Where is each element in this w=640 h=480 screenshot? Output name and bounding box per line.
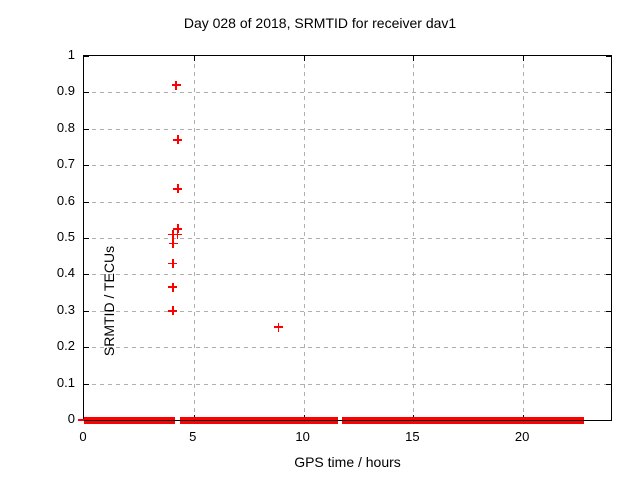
data-point-marker [168,229,178,239]
marker-vertical-stroke [172,229,174,239]
y-tick-mark [606,347,611,349]
y-tick-mark [84,201,89,203]
x-tick-mark [413,56,415,61]
data-point-marker [173,224,183,234]
y-tick-mark [606,274,611,276]
y-tick-mark [84,310,89,312]
y-tick-label: 0.4 [56,265,75,281]
x-tick-mark [303,56,305,61]
x-axis-label: GPS time / hours [294,454,401,470]
v-gridline [193,56,195,420]
marker-vertical-stroke [177,135,179,145]
data-point-marker [168,306,178,316]
marker-vertical-stroke [176,184,179,194]
v-gridline [303,56,305,420]
h-gridline [84,383,611,385]
data-point-marker [173,184,183,194]
marker-vertical-stroke [172,306,174,316]
y-tick-mark [84,165,89,167]
y-tick-label: 0.3 [56,301,75,317]
data-point-marker [173,135,183,145]
y-tick-mark [84,383,89,385]
x-tick-label: 0 [79,429,87,444]
marker-vertical-stroke [172,258,174,268]
y-tick-label: 1 [67,47,75,62]
x-tick-label: 20 [514,429,530,444]
x-tick-label: 10 [295,429,310,444]
h-gridline [84,92,611,94]
zero-value-band-overhang [78,419,84,421]
y-tick-mark [606,128,611,130]
y-tick-mark [606,201,611,203]
data-point-marker [168,282,178,292]
data-point-marker [168,238,178,248]
y-tick-mark [606,165,611,167]
y-tick-label: 0.7 [56,156,75,172]
h-gridline [84,274,611,276]
y-tick-label: 0.5 [56,229,75,244]
chart-title: Day 028 of 2018, SRMTID for receiver dav… [183,15,457,31]
y-tick-mark [84,128,89,130]
h-gridline [84,128,611,130]
y-tick-label: 0.2 [56,338,75,354]
y-tick-mark [606,56,611,57]
v-gridline [523,56,525,420]
y-axis-label: SRMTID / TECUs [101,245,117,357]
x-tick-label: 5 [189,429,197,444]
y-tick-label: 0.9 [56,83,75,99]
marker-vertical-stroke [177,224,179,234]
x-tick-label: 15 [405,429,420,444]
x-tick-mark [523,56,525,61]
data-point-marker [173,229,183,239]
y-tick-mark [84,92,89,94]
h-gridline [84,201,611,203]
v-gridline [413,56,415,420]
y-tick-mark [606,92,611,94]
marker-vertical-stroke [175,80,177,90]
y-tick-label: 0 [67,411,75,426]
x-axis-line [84,420,611,421]
h-gridline [84,347,611,349]
marker-vertical-stroke [172,238,174,248]
marker-vertical-stroke [277,322,280,332]
marker-vertical-stroke [172,282,174,292]
y-tick-mark [84,56,89,57]
h-gridline [84,238,611,239]
marker-vertical-stroke [176,229,179,239]
data-point-marker [168,258,178,268]
plot-area: SRMTID / TECUs [78,55,612,424]
y-tick-mark [84,238,89,239]
y-tick-mark [84,347,89,349]
h-gridline [84,310,611,312]
data-point-marker [171,80,181,90]
h-gridline [84,165,611,167]
data-point-marker [273,322,283,332]
y-tick-label: 0.6 [56,192,75,208]
y-tick-mark [606,238,611,239]
y-tick-mark [606,383,611,385]
y-tick-label: 0.8 [56,119,75,135]
y-tick-label: 0.1 [56,374,75,390]
y-tick-mark [606,310,611,312]
y-tick-mark [84,274,89,276]
x-tick-mark [193,56,195,61]
